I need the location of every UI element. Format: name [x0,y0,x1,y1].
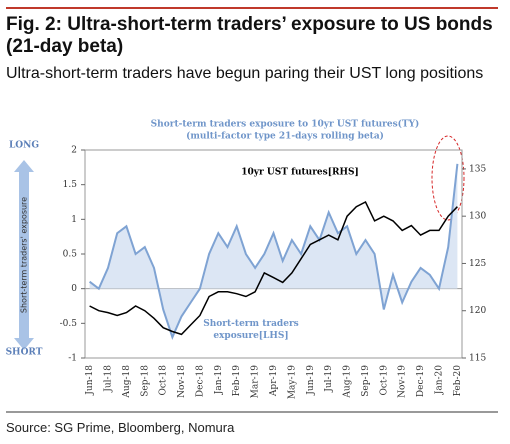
x-tick-label: Aug-18 [122,365,132,399]
y-tick-label: 2 [71,146,77,156]
series-line [89,200,458,336]
top-rule [6,7,498,9]
short-label: SHORT [6,348,43,358]
chart-title: Short-term traders exposure to 10yr UST … [151,119,420,130]
y2-tick-label: 120 [469,306,486,316]
x-tick-label: Oct-18 [159,365,169,396]
series-label: 10yr UST futures[RHS] [241,168,358,178]
subtitle: Ultra-short-term traders have begun pari… [6,65,484,82]
x-tick-label: Sep-19 [361,365,371,397]
series-area [89,163,458,338]
y-tick-label: -0.5 [60,319,78,329]
y-tick-label: 0.5 [63,250,78,260]
x-tick-label: Apr-19 [269,365,279,397]
x-tick-label: Jun-18 [85,365,95,396]
series-label: Short-term traders exposure[LHS] [203,319,299,341]
title: Fig. 2: Ultra-short-term traders’ exposu… [6,14,493,57]
x-tick-label: Oct-19 [379,365,389,396]
x-tick-label: Feb-20 [453,365,463,397]
axis-arrow [14,160,34,350]
long-label: LONG [9,141,39,151]
x-tick-label: Dec-18 [195,365,205,397]
y-axis-label: Short-term traders' exposure [20,197,29,313]
x-tick-label: May-19 [287,365,297,399]
x-tick-label: Feb-19 [232,365,242,397]
highlight-ellipse [431,135,465,221]
x-tick-label: Jul-19 [324,365,334,393]
y2-tick-label: 130 [469,212,486,222]
series-line [88,163,459,340]
y-tick-label: 1 [71,215,77,225]
x-tick-label: Sep-18 [140,365,150,397]
x-tick-label: Jul-18 [103,365,113,393]
x-tick-label: Nov-19 [398,365,408,398]
x-tick-label: Nov-18 [177,365,187,398]
source: Source: SG Prime, Bloomberg, Nomura [6,420,235,435]
chart-title: (multi-factor type 21-days rolling beta) [186,131,384,142]
y-tick-label: -1 [68,354,77,364]
x-tick-label: Jan-20 [435,365,445,396]
y-tick-label: 0 [71,284,77,294]
x-tick-label: Jan-19 [214,365,224,396]
x-tick-label: Mar-19 [251,365,261,399]
y2-tick-label: 115 [469,354,486,364]
y-tick-label: 1.5 [63,180,78,190]
y2-tick-label: 135 [469,164,486,174]
x-tick-label: Jun-19 [306,365,316,396]
x-tick-label: Dec-19 [416,365,426,397]
y2-tick-label: 125 [469,259,486,269]
x-tick-label: Aug-19 [343,365,353,399]
